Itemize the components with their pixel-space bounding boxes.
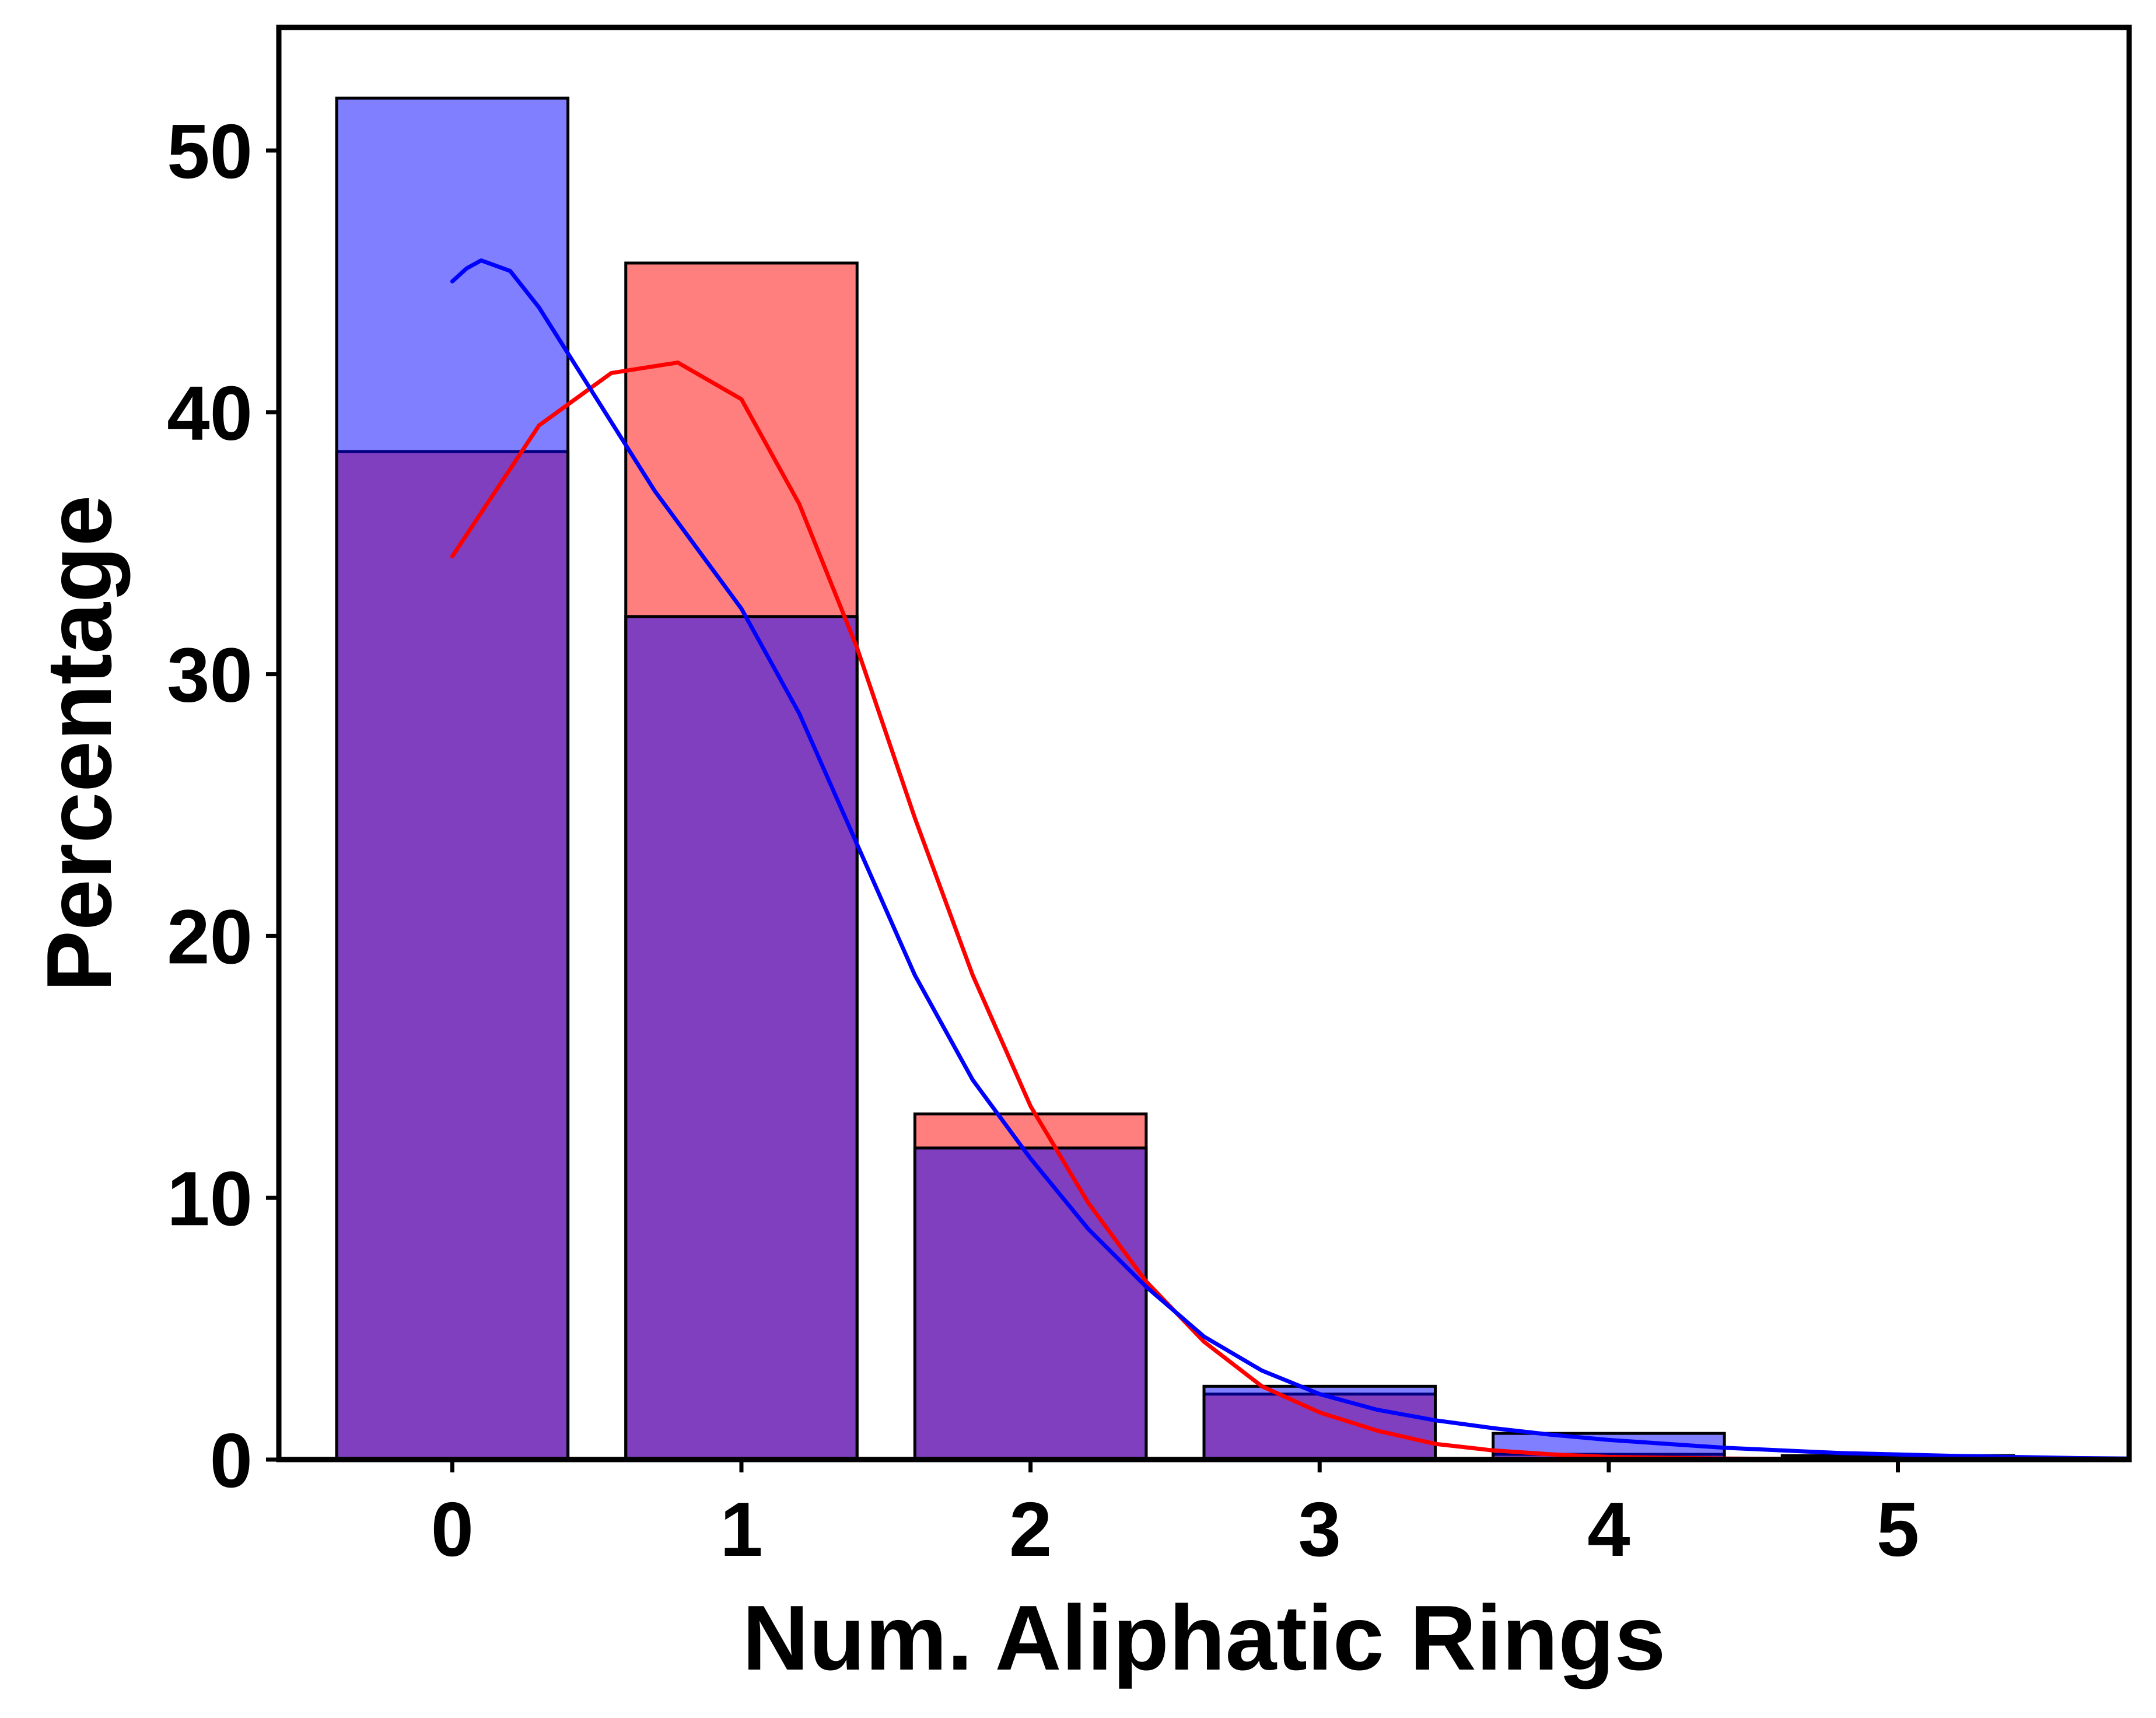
bar-series2-cat-0 [335,96,570,1461]
x-tick-label-4: 4 [1587,1486,1630,1572]
kde-curve-series2 [450,258,2132,1461]
bar-series2-cat-2 [913,1146,1148,1461]
x-tick-label-0: 0 [431,1486,474,1572]
bar-series2-cat-1 [624,615,859,1461]
plot-frame [276,25,2132,1462]
x-tick-label-5: 5 [1877,1486,1919,1572]
kde-curves-group [450,258,2132,1462]
x-tick-label-2: 2 [1009,1486,1052,1572]
y-tick-label-10: 10 [167,1156,253,1241]
y-tick-label-0: 0 [210,1418,253,1503]
kde-curve-series1 [450,361,1900,1462]
y-tick-label-50: 50 [167,109,253,194]
y-tick-label-30: 30 [167,632,253,718]
bars-group [335,96,2015,1461]
bar-series2-cat-3 [1202,1384,1437,1461]
y-tick-label-40: 40 [167,370,253,456]
y-axis-title: Percentage [28,495,131,992]
x-axis-title: Num. Aliphatic Rings [742,1587,1665,1689]
y-tick-label-20: 20 [167,894,253,979]
x-tick-label-3: 3 [1298,1486,1341,1572]
x-tick-label-1: 1 [720,1486,762,1572]
